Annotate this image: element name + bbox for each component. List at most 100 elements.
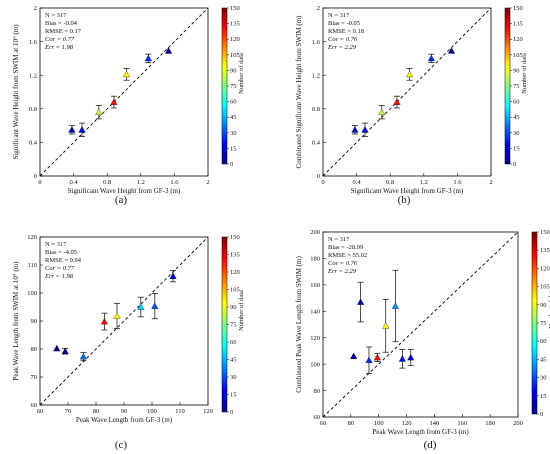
plot-frame: [322, 231, 519, 418]
colorbar-tick-label: 135: [540, 247, 550, 254]
x-tick-label: 180: [485, 420, 495, 427]
stat-line: N = 317: [45, 12, 67, 19]
stat-line: Err = 2.29: [327, 268, 357, 275]
colorbar: [504, 7, 511, 165]
x-tick-label: 0.4: [70, 179, 79, 186]
y-tick-label: 200: [310, 229, 320, 236]
colorbar-tick-label: 0: [513, 161, 516, 168]
colorbar-tick-label: 150: [513, 5, 523, 12]
y-tick-label: 120: [27, 234, 37, 241]
colorbar-label: Number of data: [548, 288, 550, 329]
colorbar: [221, 236, 228, 413]
x-tick-label: 1.2: [420, 179, 428, 186]
colorbar-label: Number of data: [238, 53, 245, 94]
stat-line: Cor = 0.77: [45, 36, 75, 43]
chart-panel-4: 60 80 100 120 140 160 180 200 60 80 100 120 140 160 18…: [295, 229, 550, 451]
x-tick-label: 80: [93, 408, 100, 415]
chart-panel-2: 0 0.4 0.8 1.2 1.6 2 0 0.4 0.8 1.2 1.6 2 Significant …: [295, 5, 528, 206]
y-tick-label: 70: [31, 374, 38, 381]
panel-caption: (a): [115, 194, 128, 206]
colorbar-label: Number of data: [521, 53, 528, 94]
data-point: [407, 353, 415, 361]
stat-line: Err = 1.98: [44, 44, 74, 51]
stat-line: Err = 2.29: [327, 44, 357, 51]
x-tick-label: 1.6: [170, 179, 179, 186]
stat-line: N = 317: [328, 12, 350, 19]
colorbar-tick-label: 120: [230, 269, 240, 276]
colorbar: [221, 7, 228, 165]
colorbar-tick-label: 120: [513, 36, 523, 43]
colorbar-tick-label: 120: [540, 265, 550, 272]
data-point: [398, 355, 406, 362]
data-point: [95, 108, 103, 115]
colorbar-tick-label: 30: [513, 130, 520, 137]
x-tick-label: 110: [175, 408, 185, 415]
y-tick-label: 90: [31, 318, 38, 325]
stat-line: RMSE = 0.17: [45, 28, 82, 35]
colorbar-tick-label: 120: [230, 36, 240, 43]
colorbar-tick-label: 90: [230, 67, 237, 74]
stat-line: Cor = 0.76: [328, 36, 358, 43]
y-tick-label: 110: [27, 262, 37, 269]
colorbar-tick-label: 150: [230, 5, 240, 12]
y-tick-label: 0.8: [312, 106, 320, 113]
colorbar-tick-label: 0: [540, 411, 543, 418]
stat-line: N = 317: [45, 241, 67, 248]
data-point: [393, 98, 401, 105]
data-point: [53, 344, 61, 352]
data-point: [373, 353, 381, 361]
data-point: [361, 126, 369, 133]
y-tick-label: 1.6: [312, 39, 321, 46]
colorbar-tick-label: 15: [540, 393, 547, 400]
y-axis-label: Combinated Significant Wave Height from …: [295, 15, 303, 169]
stat-line: N = 317: [328, 236, 350, 243]
colorbar-tick-label: 45: [540, 356, 547, 363]
colorbar-tick-label: 30: [230, 374, 237, 381]
data-point: [144, 54, 152, 62]
x-tick-label: 100: [374, 420, 384, 427]
data-point: [351, 126, 359, 133]
stat-line: RMSE = 9.94: [45, 257, 82, 264]
colorbar-tick-label: 75: [230, 322, 237, 329]
colorbar-tick-label: 15: [513, 145, 520, 152]
stat-line: Bias = -28.99: [328, 244, 363, 251]
panel-caption: (d): [424, 439, 437, 451]
colorbar: [531, 231, 538, 415]
x-tick-label: 2: [489, 179, 492, 186]
panel-caption: (b): [398, 194, 411, 206]
data-point: [365, 356, 373, 363]
colorbar-tick-label: 75: [513, 83, 520, 90]
stat-line: Cor = 0.76: [328, 260, 358, 267]
x-tick-label: 0.8: [103, 179, 111, 186]
colorbar-tick-label: 135: [513, 21, 523, 28]
x-axis-label: Peak Wave Length from GF-3 (m): [76, 416, 173, 424]
colorbar-tick-label: 15: [230, 392, 237, 399]
y-tick-label: 1.2: [312, 72, 320, 79]
data-point: [357, 298, 365, 305]
x-tick-label: 0: [321, 179, 324, 186]
colorbar-tick-label: 45: [513, 114, 520, 121]
colorbar-tick-label: 60: [230, 99, 237, 106]
x-axis-label: Peak Wave Length from GF-3 (m): [372, 428, 469, 436]
y-tick-label: 180: [310, 256, 320, 263]
y-tick-label: 80: [314, 388, 321, 395]
colorbar-tick-label: 45: [230, 114, 237, 121]
x-tick-label: 100: [147, 408, 157, 415]
y-tick-label: 0.8: [29, 106, 37, 113]
plot-frame: [39, 7, 209, 177]
x-tick-label: 0.4: [353, 179, 362, 186]
data-point: [447, 47, 456, 54]
colorbar-tick-label: 150: [230, 234, 240, 241]
y-tick-label: 60: [31, 402, 38, 409]
y-tick-label: 160: [310, 282, 320, 289]
stat-line: Bias = -0.04: [45, 20, 78, 27]
stat-line: RMSE = 0.18: [328, 28, 364, 35]
y-tick-label: 0.4: [29, 140, 38, 147]
stat-line: Err = 1.98: [44, 273, 74, 280]
x-tick-label: 140: [430, 420, 440, 427]
stat-line: Cor = 0.77: [45, 265, 75, 272]
data-point: [382, 322, 390, 329]
data-point: [110, 98, 118, 105]
colorbar-tick-label: 30: [230, 130, 237, 137]
